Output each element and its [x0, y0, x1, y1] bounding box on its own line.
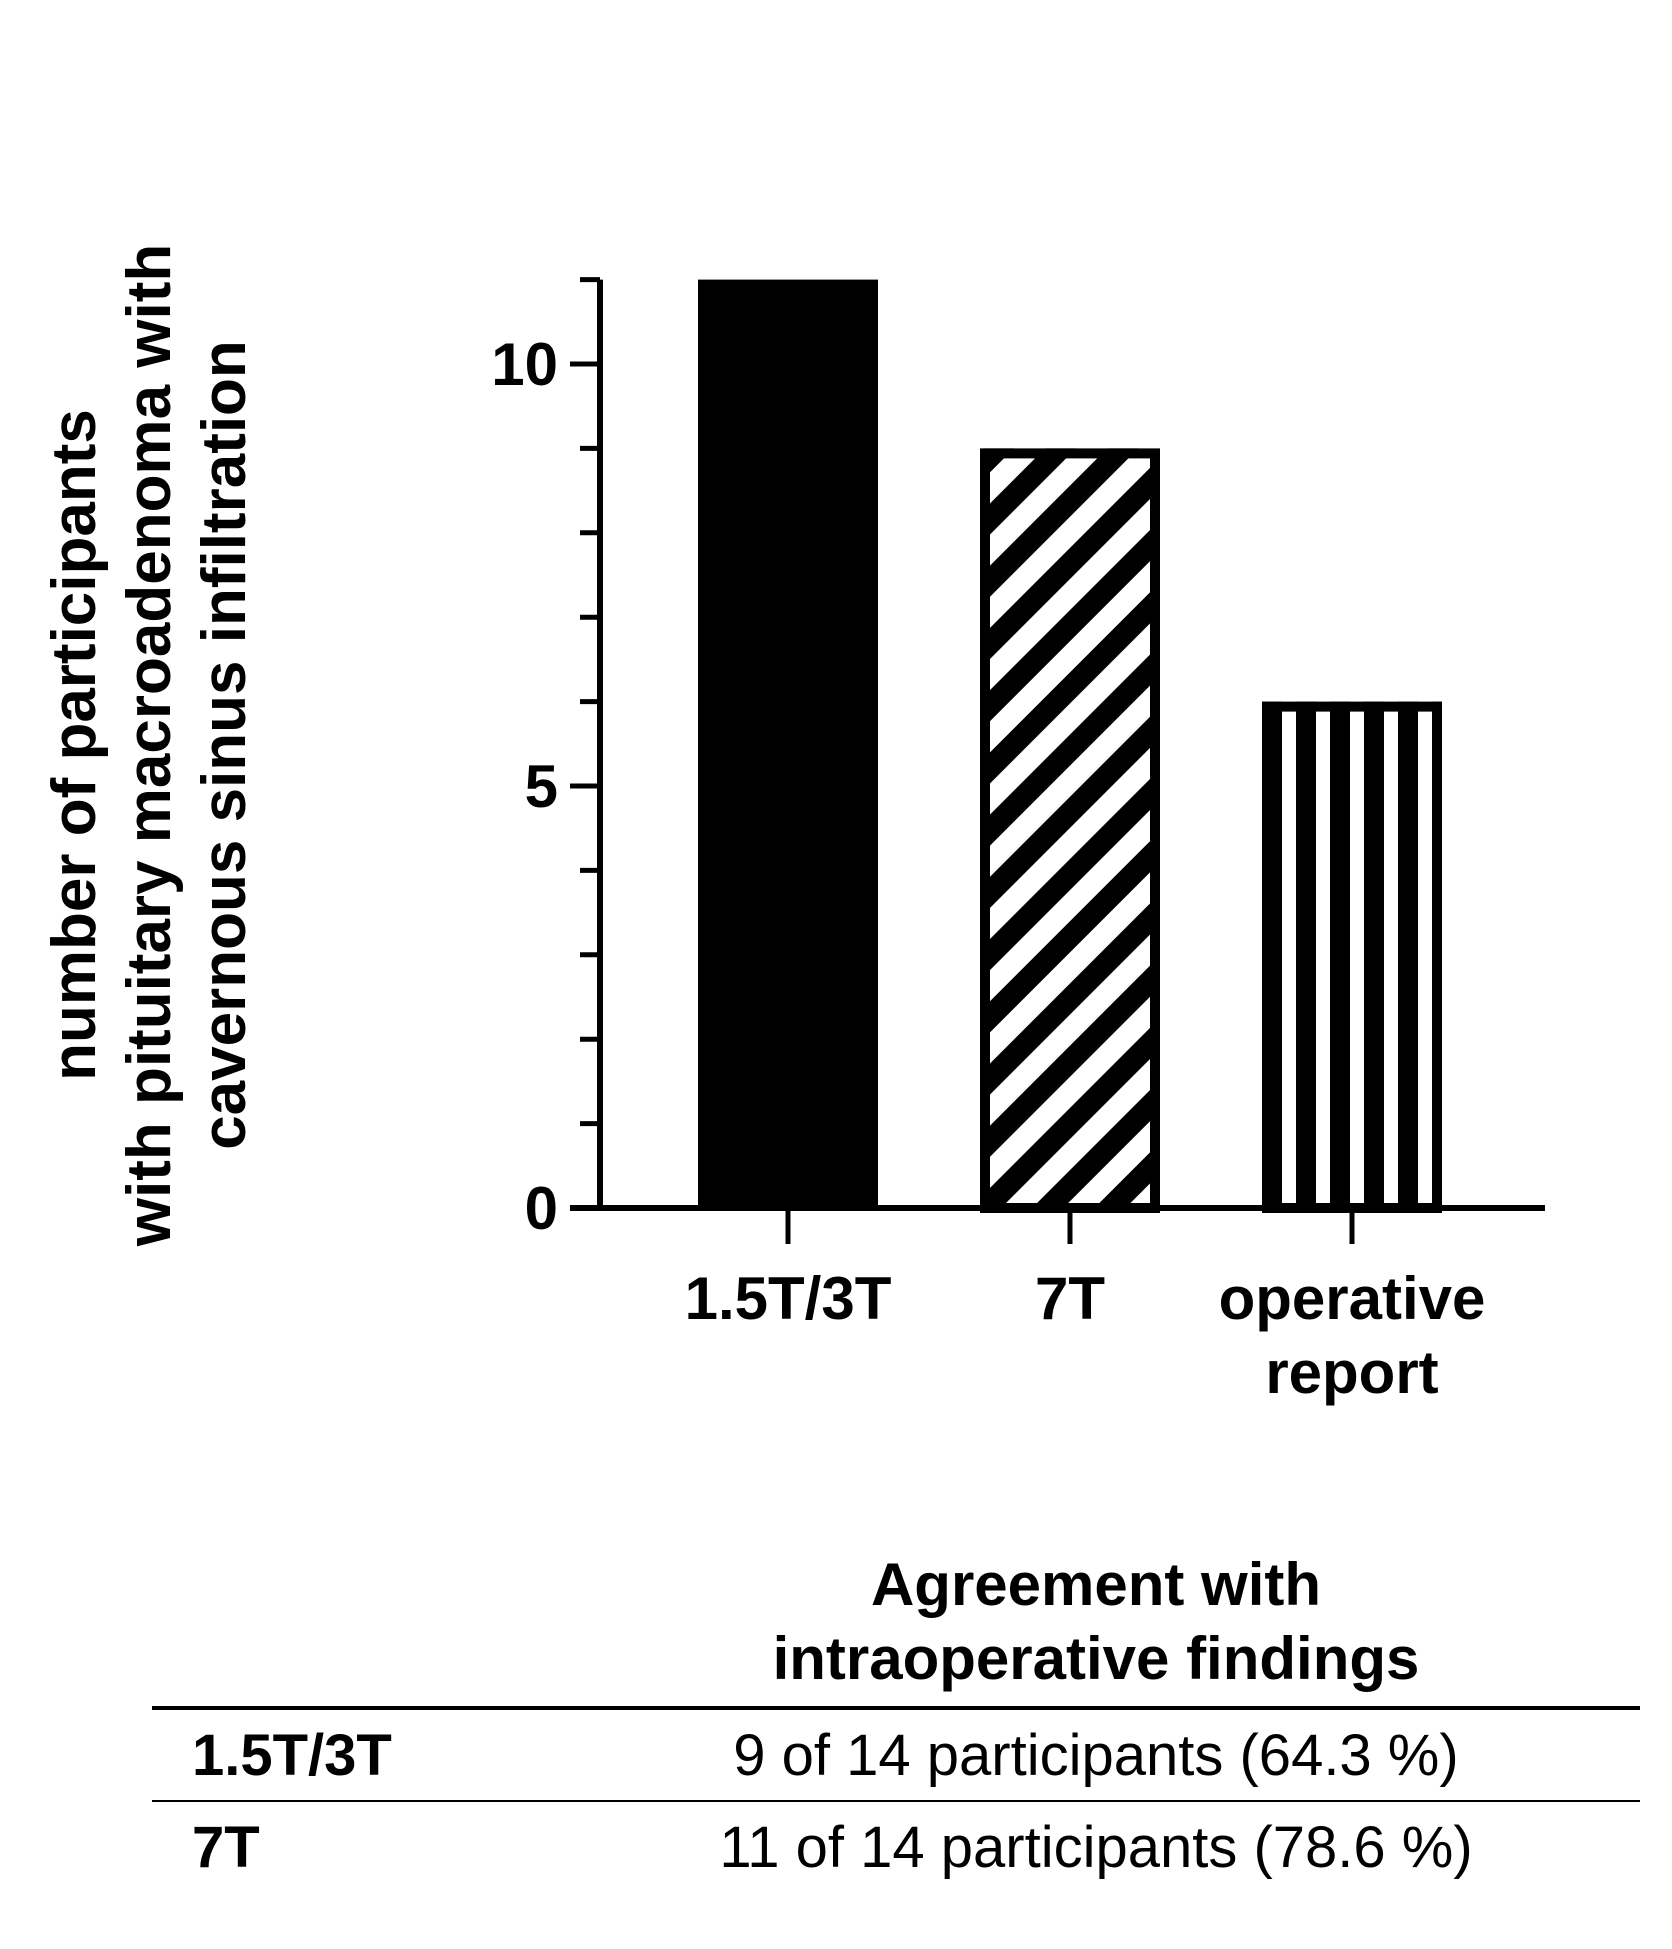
- bar: [698, 279, 878, 1209]
- chart-ticks: 0 5 10 1.5T/3T 7T operative report: [491, 277, 1486, 1406]
- table-header-line-1: Agreement with: [870, 1551, 1322, 1618]
- y-axis-title: number of participants with pituitary mac…: [40, 244, 259, 1247]
- x-tick-label: 1.5T/3T: [685, 1265, 892, 1332]
- bar-fill: [698, 279, 878, 1209]
- bar-stripe: [1296, 701, 1316, 1208]
- y-tick-label: 5: [525, 753, 558, 820]
- agreement-table: Agreement with intraoperative findings 1…: [152, 1548, 1640, 1892]
- y-axis-title-line: cavernous sinus infiltration: [190, 340, 259, 1150]
- bar-stripe: [1398, 701, 1418, 1208]
- bar-stripe: [1364, 701, 1384, 1208]
- table-row: 1.5T/3T 9 of 14 participants (64.3 %): [152, 1708, 1640, 1802]
- row-value: 11 of 14 participants (78.6 %): [719, 1815, 1473, 1880]
- x-tick-label: 7T: [1035, 1265, 1105, 1332]
- table-row: 7T 11 of 14 participants (78.6 %): [152, 1801, 1640, 1892]
- chart-bars: [698, 279, 1442, 1213]
- table-corner: [152, 1548, 552, 1710]
- y-tick-label: 0: [525, 1175, 558, 1242]
- bar: [980, 448, 1160, 1213]
- bar-stripe: [1330, 701, 1350, 1208]
- y-tick-label: 10: [491, 331, 558, 398]
- table-header-line-2: intraoperative findings: [772, 1625, 1420, 1692]
- row-value: 9 of 14 participants (64.3 %): [552, 1708, 1640, 1802]
- bar-fill: [980, 448, 1160, 1208]
- bar: [1262, 701, 1442, 1213]
- table-header: Agreement with intraoperative findings: [552, 1548, 1640, 1710]
- y-axis-title-line: number of participants: [40, 409, 109, 1081]
- x-tick-label: operative report: [1219, 1265, 1486, 1406]
- row-label: 1.5T/3T: [152, 1708, 552, 1802]
- y-axis-title-line: with pituitary macroadenoma with: [115, 244, 184, 1247]
- row-label: 7T: [192, 1815, 260, 1880]
